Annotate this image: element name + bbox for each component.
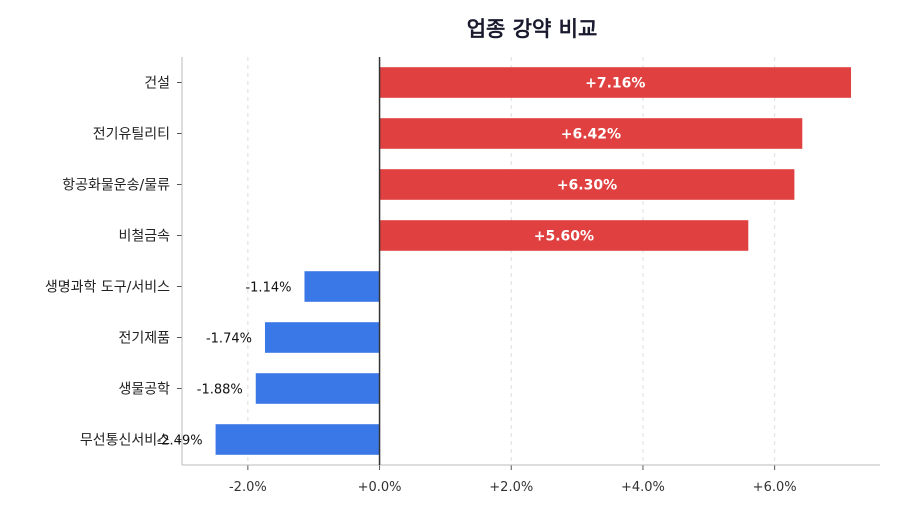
x-tick-label: +4.0%	[621, 480, 665, 495]
category-label: 전기제품	[118, 331, 170, 347]
bar	[379, 118, 803, 149]
category-label: 생물공학	[118, 382, 170, 398]
data-label: +6.30%	[557, 178, 617, 194]
category-label: 생명과학 도구/서비스	[45, 280, 170, 296]
category-label: 비철금속	[118, 229, 170, 245]
category-label: 항공화물운송/물류	[62, 178, 170, 194]
data-label: -1.74%	[206, 332, 252, 347]
x-tick-label: -2.0%	[229, 480, 267, 495]
axes	[177, 57, 880, 470]
bar	[379, 169, 795, 200]
data-label: -1.14%	[245, 281, 291, 296]
labels: -2.0% +0.0% +2.0% +4.0% +6.0% 건설 +7.16% 전기유틸리티 +…	[45, 76, 797, 496]
x-tick-label: +2.0%	[489, 480, 533, 495]
x-tick-label: +6.0%	[753, 480, 797, 495]
bar	[255, 373, 380, 404]
data-label: -1.88%	[197, 383, 243, 398]
data-label: +5.60%	[534, 229, 594, 245]
bar	[379, 220, 749, 251]
category-label: 무선통신서비스	[80, 433, 170, 449]
x-tick-label: +0.0%	[358, 480, 402, 495]
data-label: +7.16%	[585, 76, 645, 92]
chart-title: 업종 강약 비교	[467, 17, 598, 41]
bar	[264, 322, 380, 353]
bars	[215, 67, 852, 455]
bar	[379, 67, 852, 98]
data-label: -2.49%	[157, 434, 203, 449]
bar	[215, 424, 380, 455]
bar	[304, 271, 380, 302]
category-label: 전기유틸리티	[93, 127, 170, 143]
data-label: +6.42%	[561, 127, 621, 143]
category-label: 건설	[144, 76, 170, 92]
